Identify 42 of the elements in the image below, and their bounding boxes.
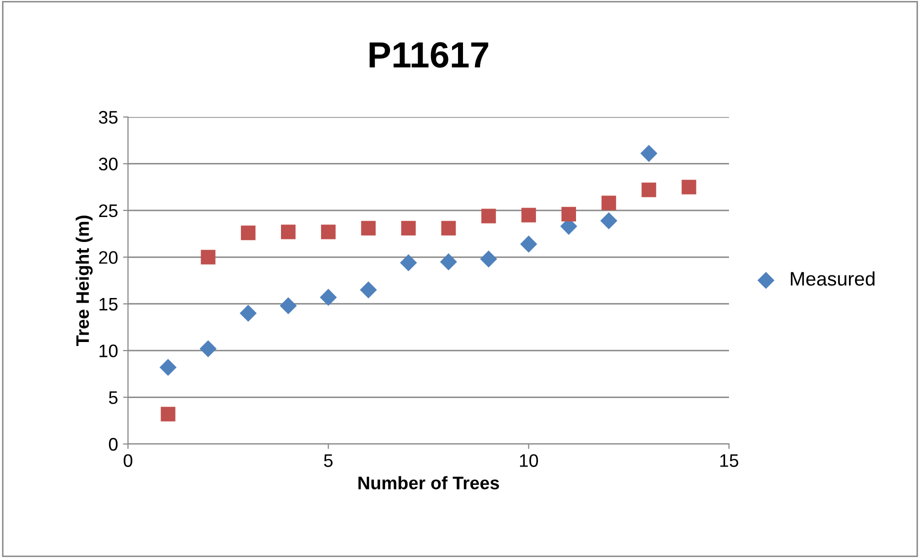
point	[561, 206, 576, 222]
point	[520, 236, 538, 253]
chart-title: P11617	[370, 42, 488, 68]
legend-label: Measured	[790, 271, 874, 286]
point	[521, 208, 536, 222]
y-tick-label: 25	[99, 204, 118, 218]
x-axis-title: Number of Trees	[358, 476, 500, 490]
y-axis-title: Tree Height (m)	[76, 216, 93, 346]
y-tick-label: 0	[108, 438, 118, 451]
point	[200, 250, 216, 264]
point	[682, 180, 696, 194]
y-tick-label: 5	[108, 391, 118, 404]
y-tick-label: 10	[100, 344, 118, 358]
point	[481, 208, 496, 224]
y-tick-label: 35	[98, 110, 118, 124]
point	[440, 253, 458, 270]
point	[602, 196, 616, 210]
point	[240, 226, 256, 240]
point	[320, 288, 337, 306]
point	[160, 406, 176, 422]
point	[321, 224, 336, 240]
point	[640, 144, 658, 162]
point	[240, 304, 257, 322]
x-tick-label: 0	[124, 454, 132, 467]
point	[480, 250, 498, 268]
x-tick-label: 15	[720, 454, 738, 467]
point	[642, 182, 656, 198]
point	[441, 220, 456, 236]
x-tick-label: 10	[520, 454, 538, 467]
point	[401, 220, 416, 236]
y-tick-label: 20	[99, 251, 118, 264]
point	[400, 254, 417, 272]
x-tick-label: 5	[324, 454, 333, 467]
point	[280, 224, 296, 240]
point	[600, 212, 618, 230]
point	[360, 281, 377, 298]
point	[200, 340, 217, 358]
y-tick-label: 30	[98, 158, 118, 170]
point	[280, 297, 297, 314]
point	[361, 220, 376, 236]
point	[160, 358, 177, 376]
y-tick-label: 15	[100, 298, 118, 311]
